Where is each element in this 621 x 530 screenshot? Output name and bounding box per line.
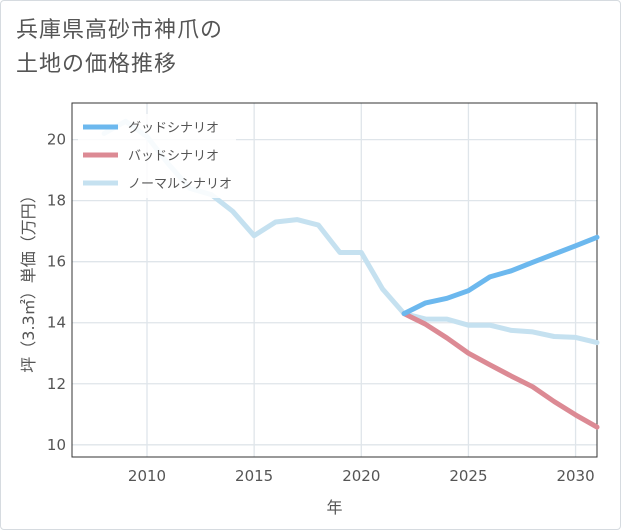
chart-title: 兵庫県高砂市神爪の 土地の価格推移: [16, 14, 223, 82]
series-line-0: [401, 234, 600, 317]
x-tick-label: 2020: [342, 467, 380, 485]
x-axis-label: 年: [326, 498, 342, 517]
chart-title-line-2: 土地の価格推移: [16, 52, 178, 77]
y-tick-label: 18: [47, 192, 66, 210]
y-tick-label: 14: [47, 314, 66, 332]
y-tick-label: 10: [47, 436, 66, 454]
legend-label-1: バッドシナリオ: [128, 149, 219, 164]
y-tick-label: 12: [47, 375, 66, 393]
plot-area: [71, 102, 598, 458]
x-tick-label: 2010: [128, 467, 166, 485]
legend-label-0: グッドシナリオ: [128, 121, 219, 136]
y-tick-label: 16: [47, 253, 66, 271]
series-line-1: [401, 311, 600, 430]
y-axis-label: 坪（3.3㎡）単価（万円）: [19, 187, 38, 372]
chart-title-line-1: 兵庫県高砂市神爪の: [16, 18, 224, 43]
y-tick-label: 20: [47, 131, 66, 149]
x-tick-label: 2025: [449, 467, 487, 485]
x-tick-label: 2030: [556, 467, 594, 485]
tick-labels: 2010 2015 2020 2025 2030 10 12 14 16 18 20: [47, 131, 595, 485]
x-tick-label: 2015: [235, 467, 273, 485]
legend-label-2: ノーマルシナリオ: [128, 177, 232, 192]
grid-lines: [72, 103, 597, 457]
